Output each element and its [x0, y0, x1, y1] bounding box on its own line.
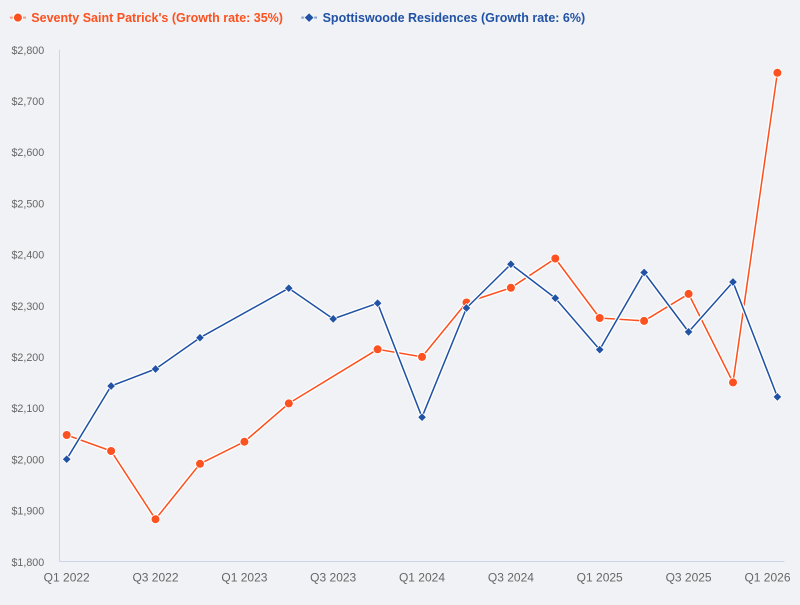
svg-text:Seventy Saint Patrick's (Growt: Seventy Saint Patrick's (Growth rate: 35…: [31, 11, 283, 25]
svg-text:$2,000: $2,000: [11, 454, 44, 466]
svg-text:Q1 2026: Q1 2026: [744, 571, 790, 585]
svg-text:Q3 2025: Q3 2025: [666, 571, 712, 585]
svg-text:$2,400: $2,400: [11, 250, 44, 262]
svg-text:Q3 2024: Q3 2024: [488, 571, 534, 585]
svg-text:Q1 2022: Q1 2022: [44, 571, 90, 585]
svg-text:Q3 2023: Q3 2023: [310, 571, 356, 585]
svg-text:$2,500: $2,500: [11, 198, 44, 210]
svg-text:$1,900: $1,900: [11, 506, 44, 518]
svg-text:$2,300: $2,300: [11, 301, 44, 313]
svg-text:Q1 2025: Q1 2025: [577, 571, 623, 585]
svg-text:Q1 2023: Q1 2023: [221, 571, 267, 585]
svg-text:$2,100: $2,100: [11, 403, 44, 415]
svg-text:$2,600: $2,600: [11, 147, 44, 159]
svg-text:$2,700: $2,700: [11, 96, 44, 108]
svg-text:$2,800: $2,800: [11, 45, 44, 57]
svg-text:$2,200: $2,200: [11, 352, 44, 364]
svg-text:Q1 2024: Q1 2024: [399, 571, 445, 585]
svg-text:Q3 2022: Q3 2022: [132, 571, 178, 585]
svg-text:Spottiswoode Residences (Growt: Spottiswoode Residences (Growth rate: 6%…: [323, 11, 586, 25]
svg-text:$1,800: $1,800: [11, 557, 44, 569]
